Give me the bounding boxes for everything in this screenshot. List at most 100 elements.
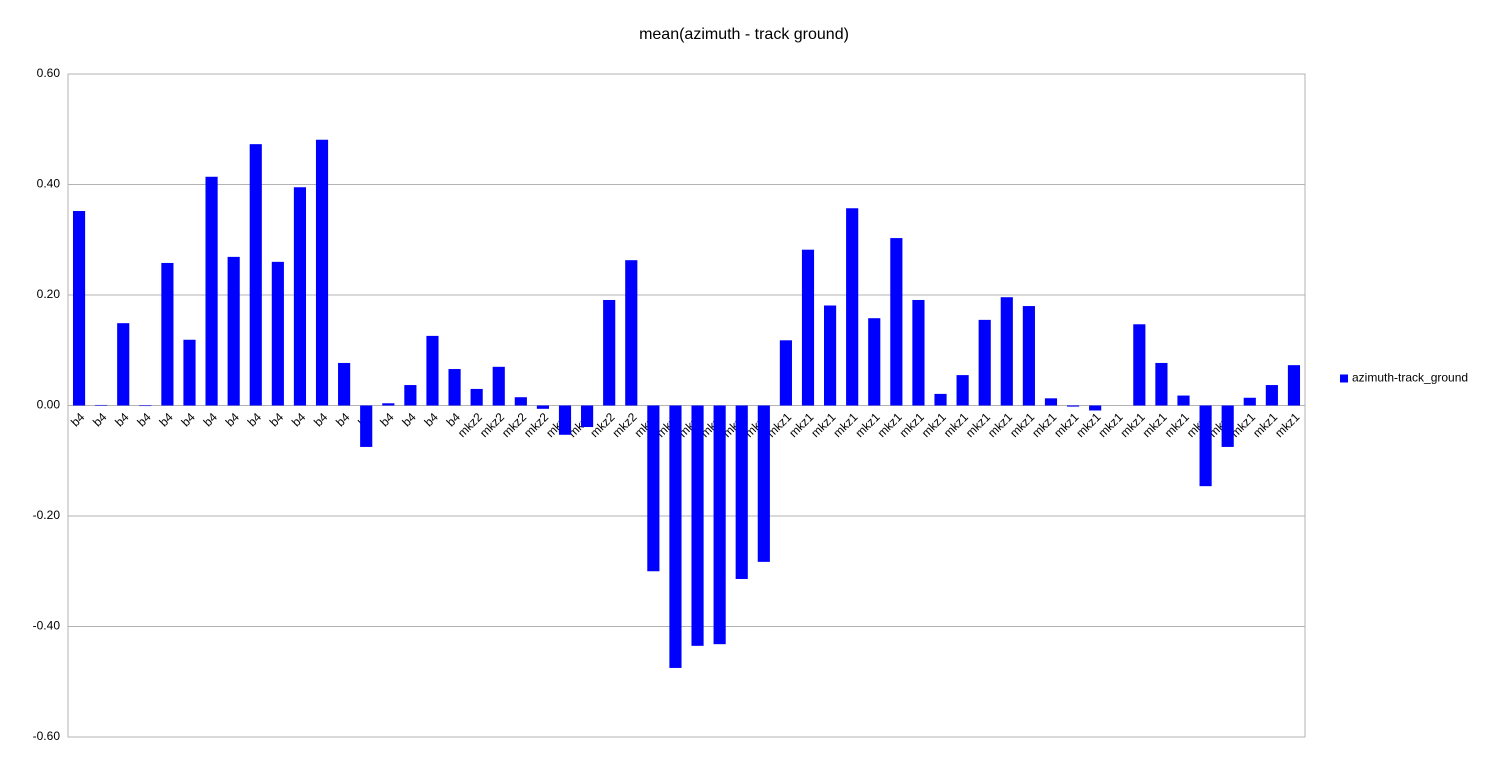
y-tick-label: 0.60 xyxy=(37,66,61,80)
bar xyxy=(117,323,130,406)
y-tick-label: -0.60 xyxy=(33,729,61,743)
x-tick-label: b4 xyxy=(90,410,110,430)
chart-title: mean(azimuth - track ground) xyxy=(639,26,849,43)
bar xyxy=(1133,324,1146,406)
bar xyxy=(735,405,748,579)
x-tick-label: b4 xyxy=(245,410,265,430)
bar xyxy=(1199,405,1212,487)
x-tick-label: mkz2 xyxy=(609,410,639,440)
x-tick-label: mkz1 xyxy=(1118,410,1148,440)
bar xyxy=(669,405,682,668)
x-tick-label: mkz1 xyxy=(1029,410,1059,440)
x-tick-label: mkz1 xyxy=(1007,410,1037,440)
bar xyxy=(404,385,417,406)
bar xyxy=(1022,306,1035,406)
bar xyxy=(824,305,837,406)
bar xyxy=(558,405,572,435)
bar xyxy=(315,139,329,406)
bar xyxy=(360,405,373,447)
bar xyxy=(890,238,903,406)
x-tick-label: b4 xyxy=(112,410,132,430)
x-tick-label: mkz1 xyxy=(919,410,949,440)
x-tick-label: mkz2 xyxy=(499,410,529,440)
x-tick-label: mkz1 xyxy=(1073,410,1103,440)
x-tick-label: b4 xyxy=(421,410,441,430)
y-tick-label: -0.20 xyxy=(33,508,61,522)
bar xyxy=(912,299,925,406)
x-tick-label: mkz1 xyxy=(1272,410,1302,440)
bar xyxy=(1287,365,1301,406)
bar xyxy=(801,249,815,406)
legend-swatch xyxy=(1340,374,1348,383)
bar xyxy=(713,405,726,645)
bar xyxy=(426,335,439,406)
bar xyxy=(249,144,262,406)
x-tick-label: b4 xyxy=(156,410,176,430)
bar xyxy=(581,405,594,428)
x-tick-label: b4 xyxy=(201,410,221,430)
bar xyxy=(625,260,638,406)
x-tick-label: mkz1 xyxy=(830,410,860,440)
bar xyxy=(183,339,196,406)
x-tick-label: mkz1 xyxy=(852,410,882,440)
x-tick-label: mkz1 xyxy=(1140,410,1170,440)
bar xyxy=(1089,405,1102,411)
x-tick-label: mkz1 xyxy=(1095,410,1125,440)
bar xyxy=(1265,385,1278,406)
bar xyxy=(338,362,351,406)
x-tick-label: b4 xyxy=(289,410,309,430)
y-tick-label: -0.40 xyxy=(33,619,61,633)
x-tick-label: b4 xyxy=(223,410,243,430)
x-tick-label: mkz1 xyxy=(941,410,971,440)
x-tick-label: b4 xyxy=(333,410,353,430)
bar xyxy=(1155,362,1168,406)
y-tick-label: 0.20 xyxy=(37,287,61,301)
x-tick-label: mkz1 xyxy=(1250,410,1280,440)
x-tick-label: mkz2 xyxy=(521,410,551,440)
bar xyxy=(448,369,461,406)
bar xyxy=(95,404,108,406)
x-tick-label: b4 xyxy=(267,410,287,430)
bar xyxy=(227,256,240,406)
bar xyxy=(603,299,616,406)
bar xyxy=(934,393,947,406)
bar xyxy=(139,405,152,407)
bar xyxy=(978,319,991,406)
x-tick-label: b4 xyxy=(311,410,331,430)
x-tick-label: mkz2 xyxy=(455,410,485,440)
bar xyxy=(1243,397,1256,406)
bar xyxy=(1044,398,1058,406)
x-tick-label: b4 xyxy=(134,410,154,430)
x-tick-label: b4 xyxy=(399,410,419,430)
bar xyxy=(846,208,859,406)
bar xyxy=(382,403,395,406)
bar xyxy=(514,397,527,406)
bar xyxy=(1177,395,1190,406)
bar xyxy=(757,405,770,562)
bar xyxy=(470,388,483,406)
legend-label: azimuth-track_ground xyxy=(1352,371,1468,385)
bar xyxy=(691,405,704,646)
x-tick-label: mkz1 xyxy=(985,410,1015,440)
bar xyxy=(1066,405,1080,407)
x-tick-label: b4 xyxy=(377,410,397,430)
bar xyxy=(492,366,505,406)
bar xyxy=(868,318,881,406)
x-tick-label: b4 xyxy=(68,410,88,430)
y-tick-label: 0.40 xyxy=(37,177,61,191)
x-tick-label: mkz1 xyxy=(897,410,927,440)
bar xyxy=(271,261,284,406)
bar xyxy=(72,211,86,406)
x-tick-label: mkz2 xyxy=(477,410,507,440)
bar xyxy=(956,375,969,406)
bar xyxy=(779,340,792,406)
x-tick-label: mkz1 xyxy=(875,410,905,440)
x-tick-label: mkz1 xyxy=(1162,410,1192,440)
x-tick-label: b4 xyxy=(179,410,199,430)
x-tick-label: mkz1 xyxy=(808,410,838,440)
bar xyxy=(1000,297,1013,406)
y-tick-label: 0.00 xyxy=(37,398,61,412)
bar xyxy=(205,176,218,406)
bar xyxy=(647,405,660,572)
